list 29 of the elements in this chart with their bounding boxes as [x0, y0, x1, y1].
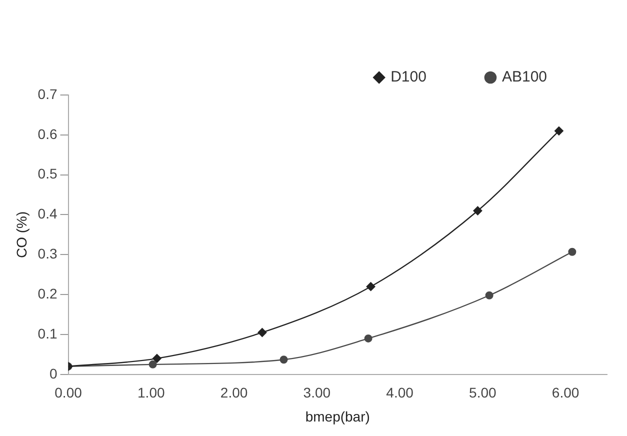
- x-tick-label: 1.00: [138, 384, 165, 401]
- x-tick-label: 2.00: [220, 384, 248, 401]
- point: [152, 354, 162, 363]
- y-tick-label: 0.3: [38, 246, 58, 262]
- point: [568, 248, 576, 256]
- y-tick-label: 0.5: [38, 166, 58, 182]
- y-tick-label: 0.2: [38, 285, 58, 302]
- point: [148, 360, 157, 368]
- x-tick-label: 6.00: [552, 384, 580, 401]
- point: [364, 334, 372, 342]
- x-tick-label: 5.00: [469, 384, 497, 401]
- point: [280, 356, 288, 364]
- x-axis-title: bmep(bar): [305, 408, 370, 424]
- y-tick-label: 0.4: [38, 206, 58, 222]
- legend-label: D100: [390, 68, 426, 86]
- y-tick-label: 0.1: [38, 325, 58, 342]
- point: [485, 291, 494, 300]
- x-tick-label: 0.00: [54, 384, 82, 401]
- x-tick-label: 4.00: [386, 384, 414, 401]
- x-tick-label: 3.00: [303, 384, 331, 401]
- point: [258, 328, 267, 337]
- y-axis-title: CO (%): [13, 211, 30, 258]
- legend-label: AB100: [502, 68, 548, 86]
- point: [473, 206, 482, 216]
- point: [554, 126, 564, 136]
- y-tick-label: 0.6: [38, 126, 58, 142]
- y-tick-label: 0.7: [38, 86, 58, 102]
- y-tick-label: 0: [49, 365, 58, 382]
- point: [366, 282, 376, 292]
